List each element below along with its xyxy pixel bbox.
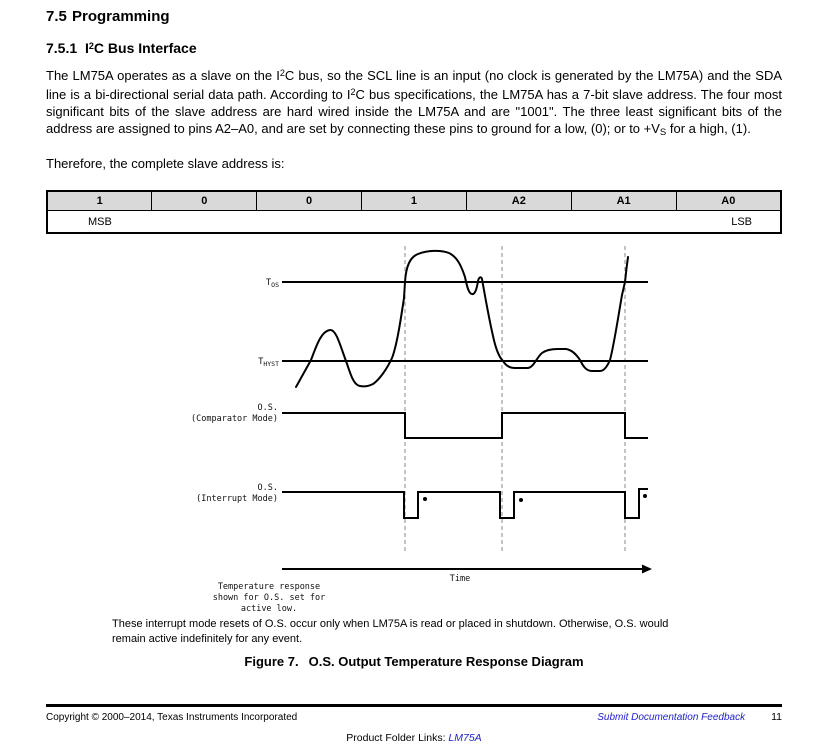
figure-footnote-line2: remain active indefinitely for any event… — [112, 632, 303, 645]
table-cell-bit4: 0 — [256, 190, 363, 211]
figure-caption-number: Figure 7. — [244, 654, 299, 669]
figure-note-line2: shown for O.S. set for — [213, 593, 326, 603]
section-title: Programming — [72, 8, 170, 25]
table-cell-bit6: 1 — [46, 190, 153, 211]
slave-address-table: 1 0 0 1 A2 A1 A0 MSB LSB — [46, 190, 782, 234]
lead-in-text: Therefore, the complete slave address is… — [46, 156, 285, 171]
interrupt-mode-label-line2: (Interrupt Mode) — [196, 494, 278, 504]
time-axis-arrow — [282, 564, 652, 574]
figure-caption-text: O.S. Output Temperature Response Diagram — [308, 654, 584, 669]
superscript-2: 2 — [350, 87, 356, 97]
comparator-mode-label-line1: O.S. — [258, 403, 278, 413]
thyst-label: THYST — [258, 357, 279, 368]
subsection-heading: 7.5.1 I2C Bus Interface — [46, 40, 197, 56]
interrupt-mode-waveform — [282, 488, 648, 519]
body-paragraph: The LM75A operates as a slave on the I2C… — [46, 68, 783, 138]
section-number: 7.5 — [46, 8, 67, 25]
figure-note-line1: Temperature response — [218, 582, 320, 592]
address-bits-row: 1 0 0 1 A2 A1 A0 — [46, 190, 782, 211]
copyright-text: Copyright © 2000–2014, Texas Instruments… — [46, 712, 298, 723]
product-folder-line: Product Folder Links: LM75A — [46, 732, 782, 744]
page-number: 11 — [771, 711, 782, 723]
figure-footnote-line1: These interrupt mode resets of O.S. occu… — [112, 618, 669, 630]
figure-caption: Figure 7. O.S. Output Temperature Respons… — [46, 654, 782, 669]
footer-divider — [46, 704, 782, 707]
time-axis-label: Time — [450, 574, 470, 584]
superscript-2: 2 — [279, 68, 285, 78]
comparator-mode-waveform — [282, 412, 648, 439]
submit-feedback-link[interactable]: Submit Documentation Feedback — [597, 712, 746, 723]
tos-label: TOS — [266, 278, 279, 289]
table-cell-bit3: 1 — [361, 190, 467, 211]
comparator-mode-label-line2: (Comparator Mode) — [191, 414, 278, 424]
figure-note-line3: active low. — [241, 604, 297, 613]
msb-label: MSB — [88, 215, 112, 228]
table-cell-bit1: A1 — [570, 190, 677, 211]
table-cell-bit0: A0 — [675, 190, 782, 211]
subsection-title: I2C Bus Interface — [85, 40, 197, 56]
product-folder-link[interactable]: LM75A — [448, 732, 482, 744]
subscript-s: S — [659, 127, 667, 138]
table-cell-bit5: 0 — [151, 190, 258, 211]
table-cell-bit2: A2 — [465, 190, 572, 211]
temperature-curve — [295, 249, 629, 388]
product-folder-prefix: Product Folder Links: — [346, 732, 449, 744]
interrupt-mode-label-line1: O.S. — [258, 483, 278, 493]
reset-marker-dots — [423, 494, 647, 502]
footer-row: Copyright © 2000–2014, Texas Instruments… — [46, 711, 782, 723]
section-heading: 7.5 Programming — [46, 8, 170, 25]
os-response-diagram: TOS THYST O.S. (Comparator Mode) O.S. (I… — [191, 246, 652, 613]
subsection-number: 7.5.1 — [46, 40, 78, 56]
lsb-label: LSB — [731, 215, 752, 228]
superscript-2: 2 — [88, 41, 94, 51]
msb-lsb-row: MSB LSB — [47, 211, 781, 234]
figure-footnote: These interrupt mode resets of O.S. occu… — [112, 617, 752, 646]
